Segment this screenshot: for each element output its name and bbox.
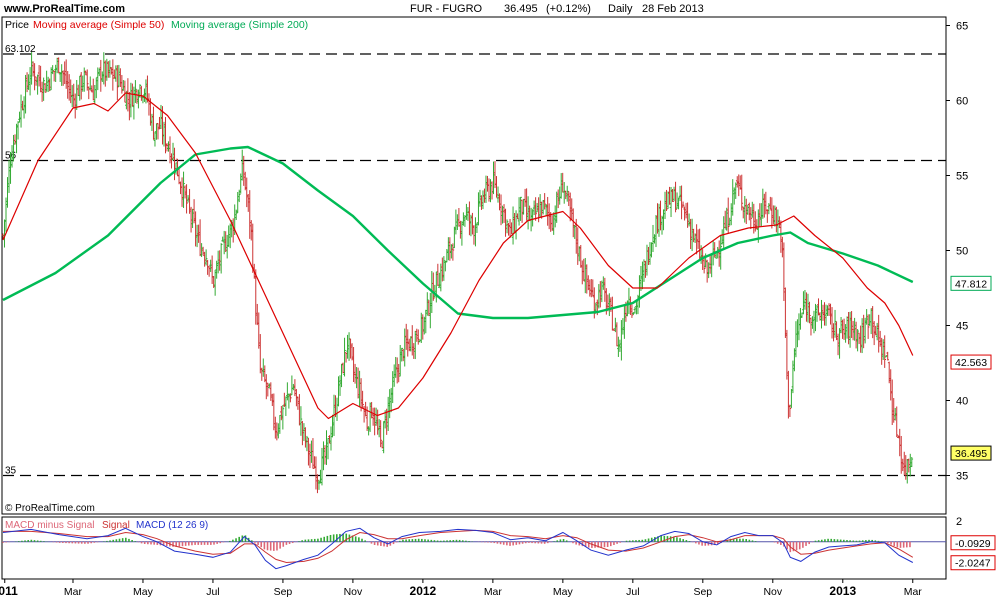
xtick-label-8: May <box>553 586 574 598</box>
price-tag-box-2 <box>950 445 992 461</box>
chart-date: 28 Feb 2013 <box>642 3 704 15</box>
price-panel-frame <box>1 16 947 515</box>
legend-ma200: Moving average (Simple 200) <box>171 19 308 31</box>
ytick-label-1: 40 <box>956 396 968 408</box>
ma50-line <box>2 92 914 420</box>
macd-tag-box-0 <box>950 535 996 551</box>
ma50-path <box>2 92 914 420</box>
price-tag-box-1 <box>950 354 992 370</box>
last-price: 36.495 <box>504 3 538 15</box>
macd-indicator: 2 -0.0929 -2.0247 <box>2 516 996 571</box>
legend-macd-minus-signal: MACD minus Signal <box>5 520 94 531</box>
ma200-line <box>2 145 914 320</box>
xtick-label-13: Mar <box>904 586 923 598</box>
price-candles <box>1 52 914 494</box>
ytick-label-3: 50 <box>956 246 968 258</box>
legend-price: Price <box>5 19 29 31</box>
xtick-label-9: Jul <box>626 586 639 598</box>
price-legend: Price Moving average (Simple 50) Moving … <box>5 19 308 31</box>
ytick-label-6: 65 <box>956 21 968 33</box>
price-tag-2: 36.495 <box>955 448 987 460</box>
xtick-label-0: 2011 <box>0 584 18 598</box>
ytick-label-2: 45 <box>956 321 968 333</box>
xtick-label-11: Nov <box>763 586 782 598</box>
xtick-label-5: Nov <box>344 586 363 598</box>
price-tag-box-0 <box>950 275 992 291</box>
macd-tag-box-1 <box>950 555 996 571</box>
xtick-label-1: Mar <box>64 586 83 598</box>
site-name[interactable]: www.ProRealTime.com <box>3 3 125 15</box>
hline-label-0: 63.102 <box>5 44 36 55</box>
legend-ma50: Moving average (Simple 50) <box>33 19 164 31</box>
macd-tag-0: -0.0929 <box>955 538 991 550</box>
ytick-label-4: 55 <box>956 171 968 183</box>
xtick-label-3: Jul <box>206 586 219 598</box>
price-axis: 35 40 45 50 55 60 65 <box>946 21 968 483</box>
time-axis: 2011 Mar May Jul Sep Nov 2012 Mar May Jul Sep Nov 20… <box>0 579 922 598</box>
ytick-label-0: 35 <box>956 471 968 483</box>
price-change: (+0.12%) <box>546 3 591 15</box>
macd-legend: MACD minus Signal Signal MACD (12 26 9) <box>5 520 208 531</box>
xtick-label-6: 2012 <box>410 584 437 598</box>
xtick-label-10: Sep <box>693 586 712 598</box>
xtick-label-2: May <box>133 586 154 598</box>
xtick-label-12: 2013 <box>829 584 856 598</box>
macd-panel-frame <box>1 516 947 580</box>
xtick-label-4: Sep <box>274 586 293 598</box>
macd-tick-label-0: 2 <box>956 516 962 528</box>
ytick-label-5: 60 <box>956 96 968 108</box>
macd-signal-line <box>3 529 914 564</box>
header-bar: www.ProRealTime.com FUR - FUGRO 36.495 (… <box>3 3 704 15</box>
price-tag-0: 47.812 <box>955 278 987 290</box>
ma200-path <box>2 145 914 320</box>
xtick-label-7: Mar <box>484 586 503 598</box>
macd-tag-1: -2.0247 <box>955 558 991 570</box>
hline-label-2: 35 <box>5 466 17 477</box>
legend-signal: Signal <box>102 520 130 531</box>
price-tags: 47.812 42.563 36.495 <box>950 275 992 461</box>
ticker-symbol: FUR - FUGRO <box>410 3 483 15</box>
legend-macd: MACD (12 26 9) <box>136 520 208 531</box>
macd-line <box>2 527 914 570</box>
copyright-notice: © ProRealTime.com <box>5 503 95 514</box>
price-tag-1: 42.563 <box>955 357 987 369</box>
interval-label: Daily <box>608 3 633 15</box>
